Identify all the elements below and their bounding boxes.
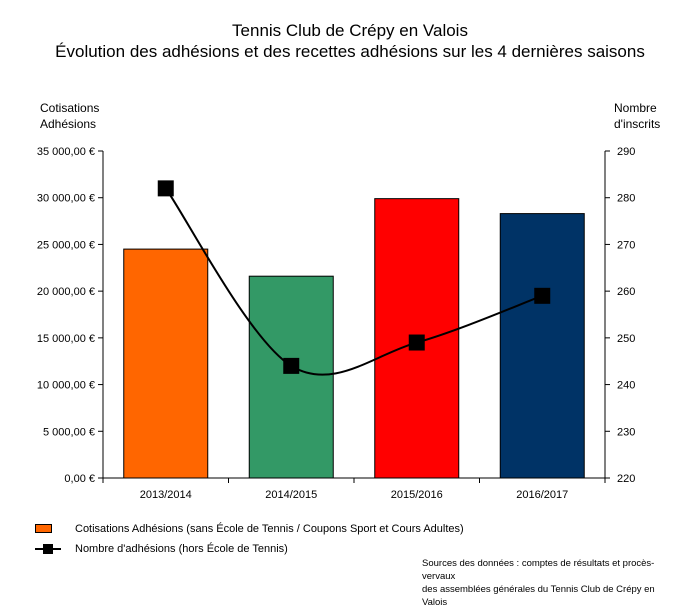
chart-subtitle: Évolution des adhésions et des recettes …: [55, 42, 645, 61]
right-tick-label: 290: [617, 146, 635, 158]
left-axis-title: Cotisations Adhésions: [40, 100, 99, 132]
right-tick-label: 230: [617, 426, 635, 438]
left-tick-label: 20 000,00 €: [37, 286, 95, 298]
sources-line-1: Sources des données : comptes de résulta…: [422, 558, 655, 582]
left-tick-label: 0,00 €: [64, 473, 95, 485]
line-adhesions: [164, 187, 543, 376]
right-tick-label: 270: [617, 239, 635, 251]
x-tick-label: 2015/2016: [391, 489, 443, 501]
left-tick-label: 25 000,00 €: [37, 239, 95, 251]
sources-note: Sources des données : comptes de résulta…: [422, 557, 682, 609]
x-tick-label: 2016/2017: [516, 489, 568, 501]
right-axis-title: Nombre d'inscrits: [614, 100, 660, 132]
bar-2016-2017: [499, 213, 585, 479]
left-tick-label: 35 000,00 €: [37, 146, 95, 158]
legend-label-adhesions: Nombre d'adhésions (hors École de Tennis…: [75, 543, 288, 555]
left-tick-label: 15 000,00 €: [37, 333, 95, 345]
right-axis-title-line1: Nombre: [614, 101, 657, 115]
legend-line-marker-icon: [35, 544, 61, 554]
left-axis-title-line2: Adhésions: [40, 117, 97, 131]
x-tick-label: 2013/2014: [140, 489, 192, 501]
marker-2014-2015: [283, 357, 300, 374]
marker-2015-2016: [408, 334, 425, 351]
right-tick-label: 240: [617, 380, 635, 392]
sources-line-2: des assemblées générales du Tennis Club …: [422, 584, 655, 608]
title-block: Tennis Club de Crépy en Valois Évolution…: [0, 20, 700, 62]
legend-label-cotisations: Cotisations Adhésions (sans École de Ten…: [75, 523, 464, 535]
left-axis-title-line1: Cotisations: [40, 101, 100, 115]
chart-title: Tennis Club de Crépy en Valois: [232, 21, 468, 40]
legend-swatch-orange: [35, 524, 52, 533]
marker-2016-2017: [534, 287, 551, 304]
right-tick-label: 280: [617, 193, 635, 205]
left-tick-label: 10 000,00 €: [37, 380, 95, 392]
x-tick-label: 2014/2015: [265, 489, 317, 501]
right-tick-label: 250: [617, 333, 635, 345]
right-axis-title-line2: d'inscrits: [614, 117, 661, 131]
bar-2013-2014: [123, 248, 209, 479]
right-tick-label: 220: [617, 473, 635, 485]
bar-2014-2015: [248, 275, 334, 479]
right-tick-label: 260: [617, 286, 635, 298]
left-tick-label: 5 000,00 €: [43, 426, 95, 438]
marker-2013-2014: [157, 180, 174, 197]
left-tick-label: 30 000,00 €: [37, 193, 95, 205]
